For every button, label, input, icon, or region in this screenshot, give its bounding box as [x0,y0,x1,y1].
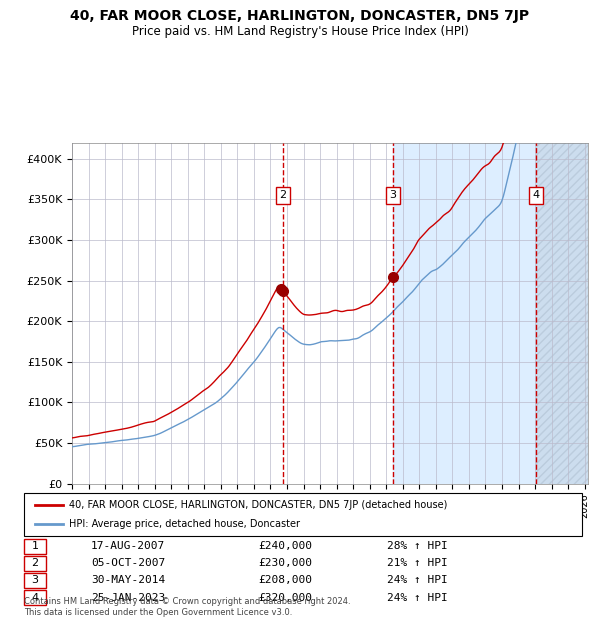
Text: £230,000: £230,000 [259,559,313,569]
Text: £240,000: £240,000 [259,541,313,551]
FancyBboxPatch shape [24,493,582,536]
Text: 25-JAN-2023: 25-JAN-2023 [91,593,165,603]
Text: 30-MAY-2014: 30-MAY-2014 [91,575,165,585]
Text: Price paid vs. HM Land Registry's House Price Index (HPI): Price paid vs. HM Land Registry's House … [131,25,469,38]
FancyBboxPatch shape [24,590,46,605]
Text: Contains HM Land Registry data © Crown copyright and database right 2024.
This d: Contains HM Land Registry data © Crown c… [24,598,350,617]
Text: 3: 3 [32,575,38,585]
Bar [393,143,536,484]
FancyBboxPatch shape [24,573,46,588]
Text: 28% ↑ HPI: 28% ↑ HPI [387,541,448,551]
Text: 40, FAR MOOR CLOSE, HARLINGTON, DONCASTER, DN5 7JP: 40, FAR MOOR CLOSE, HARLINGTON, DONCASTE… [70,9,530,24]
Text: 1: 1 [32,541,38,551]
FancyBboxPatch shape [24,556,46,571]
Text: 24% ↑ HPI: 24% ↑ HPI [387,593,448,603]
Text: 05-OCT-2007: 05-OCT-2007 [91,559,165,569]
Text: HPI: Average price, detached house, Doncaster: HPI: Average price, detached house, Donc… [68,519,299,529]
Text: 21% ↑ HPI: 21% ↑ HPI [387,559,448,569]
Text: 24% ↑ HPI: 24% ↑ HPI [387,575,448,585]
Text: £208,000: £208,000 [259,575,313,585]
Text: 3: 3 [389,190,397,200]
Text: 40, FAR MOOR CLOSE, HARLINGTON, DONCASTER, DN5 7JP (detached house): 40, FAR MOOR CLOSE, HARLINGTON, DONCASTE… [68,500,447,510]
Text: 2: 2 [280,190,286,200]
FancyBboxPatch shape [24,539,46,554]
Text: 4: 4 [533,190,540,200]
Text: 17-AUG-2007: 17-AUG-2007 [91,541,165,551]
Text: £320,000: £320,000 [259,593,313,603]
Text: 2: 2 [32,559,39,569]
Text: 4: 4 [32,593,39,603]
